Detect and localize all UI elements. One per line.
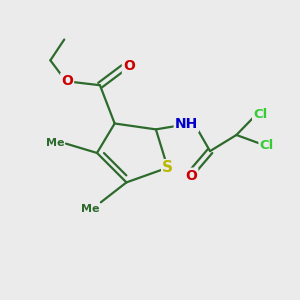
Text: Cl: Cl	[253, 108, 267, 121]
Text: Me: Me	[81, 204, 99, 214]
Text: Cl: Cl	[260, 139, 274, 152]
Text: S: S	[162, 160, 173, 175]
Text: Me: Me	[46, 138, 64, 148]
Text: O: O	[123, 59, 135, 73]
Text: O: O	[61, 74, 73, 88]
Text: O: O	[185, 169, 197, 183]
Text: NH: NH	[175, 117, 198, 131]
